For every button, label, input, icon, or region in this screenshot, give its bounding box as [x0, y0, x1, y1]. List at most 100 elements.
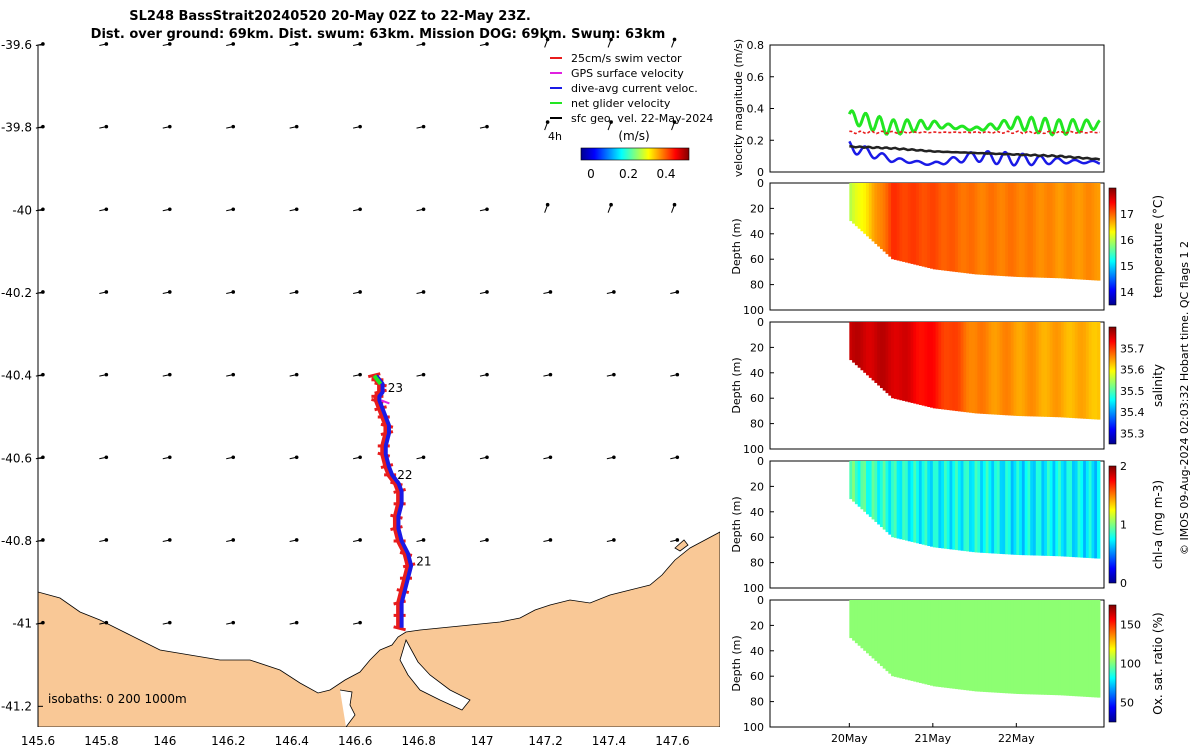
chla-column — [1041, 461, 1045, 556]
chla-column — [1002, 461, 1006, 555]
depth-tick: 0 — [757, 455, 764, 468]
legend-label: 25cm/s swim vector — [571, 52, 682, 65]
chla-column — [977, 461, 981, 553]
oxygen-column — [1077, 600, 1081, 697]
oxygen-column — [982, 600, 987, 692]
salinity-column — [982, 322, 987, 414]
geo-arrow-head — [545, 37, 550, 42]
salinity-colorbar-tick: 35.5 — [1120, 385, 1145, 398]
day-labels: 21 22 23 — [388, 381, 432, 569]
oxygen-column — [930, 600, 934, 686]
geo-arrow-head — [104, 620, 109, 625]
colorbar-unit: (m/s) — [618, 129, 649, 143]
temperature-column — [952, 183, 956, 272]
oxygen-column — [899, 600, 903, 679]
temperature-column — [899, 183, 903, 262]
geo-arrow-head — [167, 620, 172, 625]
chla-column — [994, 461, 998, 554]
salinity-column — [996, 322, 1001, 415]
geo-arrow-head — [548, 372, 553, 377]
temperature-column — [1013, 183, 1017, 277]
salinity-column — [935, 322, 939, 409]
oxygen-column — [1019, 600, 1023, 695]
temperature-column — [913, 183, 917, 265]
oxygen-column — [1071, 600, 1076, 697]
legend-label: net glider velocity — [571, 97, 671, 110]
lon-tick-label: 146.4 — [275, 734, 309, 748]
depth-label: Depth (m) — [730, 357, 743, 413]
oxygen-column — [874, 600, 878, 661]
oxygen-column — [974, 600, 978, 692]
temperature-column — [916, 183, 920, 266]
oxygen-column — [904, 600, 909, 680]
salinity-colorbar-tick: 35.3 — [1120, 427, 1145, 440]
salinity-column — [1027, 322, 1031, 417]
oxygen-column — [854, 600, 859, 644]
geo-arrow-head — [421, 207, 426, 212]
salinity-column — [1097, 322, 1101, 420]
oxygen-column — [910, 600, 914, 681]
salinity-column — [854, 322, 859, 366]
temperature-column — [1007, 183, 1012, 277]
depth-tick: 20 — [750, 619, 764, 632]
salinity-column — [1085, 322, 1090, 419]
chla-column — [935, 461, 939, 548]
depth-tick: 60 — [750, 253, 764, 266]
velocity-ytick: 0.8 — [747, 39, 765, 52]
salinity-column — [963, 322, 967, 413]
oxygen-column — [971, 600, 976, 692]
salinity-column — [960, 322, 965, 412]
chla-column — [877, 461, 881, 525]
chla-colorbar-tick: 1 — [1120, 519, 1127, 532]
oxygen-column — [924, 600, 928, 685]
geo-arrow-head — [548, 455, 553, 460]
chla-column — [982, 461, 987, 553]
chla-column — [1021, 461, 1026, 556]
chla-column — [854, 461, 859, 505]
geo-arrow-head — [548, 538, 553, 542]
temperature-column — [1071, 183, 1076, 280]
salinity-column — [1041, 322, 1045, 417]
geo-arrow-head — [485, 42, 489, 46]
chla-column — [1063, 461, 1068, 557]
temperature-column — [893, 183, 898, 260]
chla-column — [980, 461, 984, 553]
depth-tick: 0 — [757, 316, 764, 329]
chla-column — [1088, 461, 1093, 559]
salinity-column — [907, 322, 912, 403]
salinity-column — [977, 322, 981, 414]
chart-title: SL248 BassStrait20240520 20-May 02Z to 2… — [129, 9, 531, 24]
salinity-column — [946, 322, 951, 411]
salinity-column — [888, 322, 892, 396]
geo-arrow-head — [231, 372, 236, 377]
geo-arrow-head — [675, 455, 680, 460]
lon-tick-label: 147.4 — [592, 734, 626, 748]
date-tick: 22May — [998, 732, 1035, 745]
geo-arrow-head — [104, 124, 109, 129]
salinity-column — [955, 322, 959, 412]
oxygen-column — [1080, 600, 1084, 697]
depth-tick: 40 — [750, 228, 764, 241]
temperature-column — [1002, 183, 1006, 277]
lat-tick-label: -40 — [12, 203, 32, 217]
geo-arrow-head — [167, 290, 172, 294]
net-velocity-series — [847, 109, 1101, 137]
lat-tick-label: -41.2 — [1, 699, 32, 713]
oxygen-column — [891, 600, 895, 677]
chla-column — [999, 461, 1004, 554]
chla-column — [1013, 461, 1017, 555]
salinity-column — [1088, 322, 1093, 420]
glider-track — [367, 372, 416, 632]
salinity-column — [1030, 322, 1034, 417]
geo-arrow-head — [41, 538, 45, 542]
chla-column — [866, 461, 870, 515]
legend-label: dive-avg current veloc. — [571, 82, 698, 95]
oxygen-column — [1088, 600, 1093, 698]
geo-arrow-head — [294, 290, 299, 294]
temperature-column — [930, 183, 934, 269]
temperature-column — [863, 183, 867, 234]
oxygen-column — [941, 600, 945, 688]
temperature-colorbar-label: temperature (°C) — [1151, 195, 1165, 298]
oxygen-column — [913, 600, 917, 682]
temperature-colorbar-tick: 16 — [1120, 234, 1134, 247]
